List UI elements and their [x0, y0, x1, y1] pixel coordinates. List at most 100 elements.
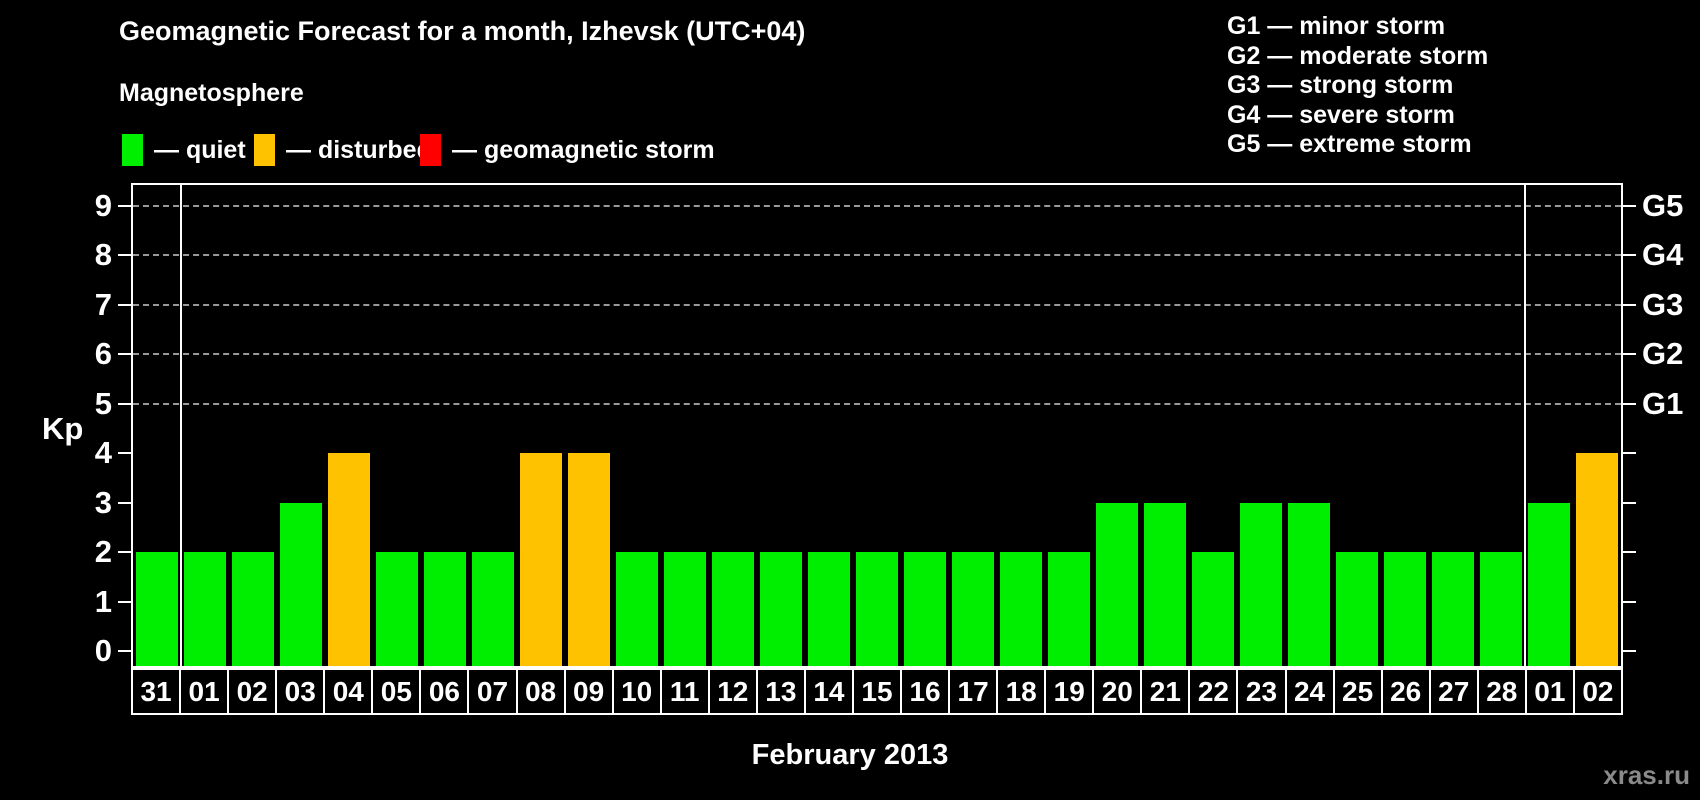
kp-tick-label: 8	[94, 237, 112, 272]
g-scale-legend-line: G2 — moderate storm	[1227, 41, 1489, 70]
kp-bar	[184, 552, 226, 666]
x-axis-day-label: 22	[1188, 668, 1239, 715]
kp-bar	[1000, 552, 1042, 666]
x-axis-day-label: 14	[803, 668, 854, 715]
x-axis-day-label: 16	[900, 668, 951, 715]
month-boundary-line	[180, 185, 182, 666]
bar-cell-day-15	[853, 185, 901, 666]
g-scale-legend-line: G4 — severe storm	[1227, 100, 1455, 129]
legend-item-disturbed: — disturbed	[254, 134, 432, 166]
month-boundary-line	[1524, 185, 1526, 666]
y-axis-tick-right	[1623, 254, 1636, 256]
y-axis-tick-left	[118, 204, 131, 207]
y-axis-tick-left	[118, 254, 131, 256]
kp-bar	[328, 453, 370, 666]
x-axis-day-label: 07	[467, 668, 518, 715]
x-axis-day-label: 02	[1572, 668, 1623, 715]
bar-cell-day-07	[469, 185, 517, 666]
y-axis-tick-left	[118, 501, 131, 504]
kp-bar	[808, 552, 850, 666]
bar-cell-day-19	[1045, 185, 1093, 666]
x-axis-day-label: 01	[179, 668, 230, 715]
bar-cell-day-08	[517, 185, 565, 666]
bar-cell-day-06	[421, 185, 469, 666]
storm-color-swatch	[420, 134, 441, 166]
x-axis-day-label: 28	[1476, 668, 1527, 715]
x-axis-day-label: 17	[948, 668, 999, 715]
kp-bar	[664, 552, 706, 666]
bar-cell-day-16	[901, 185, 949, 666]
bar-cell-day-03	[277, 185, 325, 666]
x-axis-day-label: 03	[275, 668, 326, 715]
y-axis-tick-left	[118, 402, 131, 405]
kp-bar	[136, 552, 178, 666]
y-axis-tick-right	[1623, 551, 1636, 553]
bar-cell-day-05	[373, 185, 421, 666]
x-axis-day-label: 05	[371, 668, 422, 715]
y-axis-tick-right	[1623, 600, 1636, 603]
g-level-gridline	[133, 204, 1621, 207]
bar-cell-day-28	[1477, 185, 1525, 666]
bar-cell-day-04	[325, 185, 373, 666]
kp-bar	[712, 552, 754, 666]
kp-bar	[232, 552, 274, 666]
x-axis-day-label: 21	[1140, 668, 1191, 715]
y-axis-tick-left	[118, 600, 131, 603]
g-scale-label: G5	[1642, 187, 1684, 223]
y-axis-tick-right	[1623, 353, 1636, 355]
g-level-gridline	[133, 402, 1621, 405]
x-axis-day-label: 10	[611, 668, 662, 715]
bar-cell-day-20	[1093, 185, 1141, 666]
xras-watermark: xras.ru	[1603, 760, 1690, 790]
kp-tick-label: 1	[94, 583, 112, 619]
g-storm-scale-legend: G1 — minor storm G2 — moderate storm G3 — …	[1227, 12, 1488, 160]
bar-cell-day-11	[661, 185, 709, 666]
legend-item-label: — geomagnetic storm	[452, 135, 715, 164]
legend-item-label: — quiet	[154, 135, 246, 164]
chart-title: Geomagnetic Forecast for a month, Izhevs…	[119, 16, 806, 46]
x-axis-day-label: 09	[563, 668, 614, 715]
x-axis-day-label: 31	[131, 668, 182, 715]
bar-cell-day-25	[1333, 185, 1381, 666]
bar-cell-day-02	[1573, 185, 1621, 666]
kp-bar	[1240, 502, 1282, 666]
bar-cell-day-02	[229, 185, 277, 666]
bar-cell-day-10	[613, 185, 661, 666]
x-axis-day-label: 01	[1524, 668, 1575, 715]
kp-bar	[520, 453, 562, 666]
quiet-color-swatch	[122, 134, 143, 166]
x-axis-day-label: 24	[1284, 668, 1335, 715]
bar-cell-day-01	[1525, 185, 1573, 666]
g-scale-legend-line: G1 — minor storm	[1227, 12, 1446, 40]
bar-cell-day-26	[1381, 185, 1429, 666]
bar-cell-day-23	[1237, 185, 1285, 666]
bar-cell-day-09	[565, 185, 613, 666]
kp-bar	[952, 552, 994, 666]
kp-bar	[1336, 552, 1378, 666]
kp-tick-label: 4	[94, 435, 112, 470]
x-axis-day-label: 13	[755, 668, 806, 715]
kp-bar	[472, 552, 514, 666]
bar-cell-day-27	[1429, 185, 1477, 666]
kp-tick-label: 0	[94, 633, 112, 668]
y-axis-tick-right	[1623, 402, 1636, 405]
y-axis-tick-left	[118, 353, 131, 355]
kp-bar	[1528, 502, 1570, 666]
x-axis-day-label: 15	[851, 668, 902, 715]
x-axis-day-labels: 31 01 02 03 04 05 06 07 08 09 10 11 12 13 14 15 16 17 18 19…	[131, 668, 1623, 715]
bar-cell-day-14	[805, 185, 853, 666]
x-axis-day-label: 02	[227, 668, 278, 715]
g-scale-label: G1	[1642, 385, 1684, 421]
y-axis-tick-right	[1623, 303, 1636, 306]
x-axis-day-label: 11	[659, 668, 710, 715]
bar-cell-day-21	[1141, 185, 1189, 666]
y-axis-tick-left	[118, 303, 131, 306]
bar-cell-day-31	[133, 185, 181, 666]
bar-cell-day-13	[757, 185, 805, 666]
legend-item-quiet: — quiet	[122, 134, 246, 166]
kp-bar	[1048, 552, 1090, 666]
kp-bar	[1288, 502, 1330, 666]
x-axis-day-label: 26	[1380, 668, 1431, 715]
x-axis-day-label: 20	[1092, 668, 1143, 715]
kp-bar	[280, 502, 322, 666]
